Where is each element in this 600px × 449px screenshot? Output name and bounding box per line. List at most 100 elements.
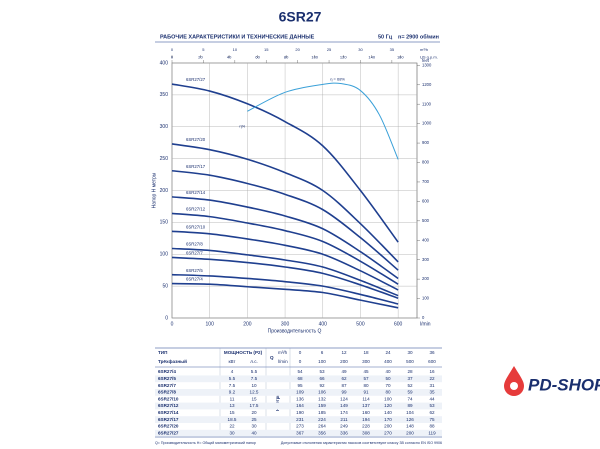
head-curve: [171, 256, 399, 299]
table-header: 24: [385, 350, 391, 355]
y-tick-label: 350: [160, 92, 169, 98]
x-tick-label: 400: [319, 321, 328, 327]
table-cell: 11: [230, 396, 235, 401]
table-cell: 6SR27/4: [158, 369, 176, 374]
table-cell: 6SR27/8: [158, 390, 176, 395]
table-cell: 270: [384, 430, 392, 435]
y2-tick-label: 400: [422, 237, 430, 242]
table-cell: 40: [385, 369, 391, 374]
table-cell: 87: [341, 383, 347, 388]
table-cell: 53: [319, 369, 325, 374]
head-curve: [171, 247, 399, 297]
head-curve: [171, 143, 399, 263]
table-cell: 336: [340, 430, 348, 435]
table-cell: 264: [318, 424, 326, 429]
x-unit: l/min: [420, 321, 431, 327]
curve-label: 6SR27/10: [186, 224, 206, 229]
table-row-shade: [155, 402, 442, 410]
table-cell: 28: [407, 369, 413, 374]
table-cell: 13: [229, 403, 235, 408]
y2-tick-label: 900: [422, 140, 430, 145]
y-tick-label: 0: [165, 315, 168, 321]
x2-unit: m³/h: [420, 47, 428, 52]
table-cell: 20: [251, 410, 257, 415]
table-cell: 104: [406, 410, 414, 415]
x-tick-label: 600: [394, 321, 403, 327]
table-cell: 88: [429, 424, 435, 429]
table-cell: 224: [318, 417, 326, 422]
y-tick-label: 100: [160, 252, 169, 258]
table-cell: 367: [296, 430, 304, 435]
table-cell: 53: [429, 403, 435, 408]
table-cell: 149: [340, 403, 348, 408]
table-cell: 22: [429, 376, 435, 381]
table-cell: 75: [429, 417, 435, 422]
table-cell: 106: [318, 390, 326, 395]
x3-tick-label: 80: [284, 55, 289, 60]
table-cell: 70: [385, 383, 391, 388]
table-row-shade: [155, 416, 442, 423]
x2-tick-label: 30: [358, 47, 363, 52]
curve-label: 6SR27/12: [186, 207, 206, 212]
x-tick-label: 100: [206, 321, 215, 327]
y2-tick-label: 500: [422, 218, 430, 223]
table-cell: 148: [406, 424, 414, 429]
table-row-shade: [155, 375, 442, 383]
y2-tick-label: 1000: [422, 121, 432, 126]
table-row-shade: [155, 429, 442, 437]
table-header: 100: [318, 359, 326, 364]
table-cell: 30: [251, 424, 257, 429]
table-cell: 7.5: [251, 376, 258, 381]
table-cell: 124: [340, 396, 348, 401]
table-cell: 308: [362, 430, 370, 435]
y2-tick-label: 300: [422, 257, 430, 262]
table-cell: 89: [407, 403, 413, 408]
table-cell: 52: [407, 383, 413, 388]
table-cell: 18.5: [228, 417, 237, 422]
logo: PD-SHOP: [504, 366, 600, 396]
table-cell: 6SR27/7: [158, 383, 176, 388]
table-header: л.с.: [250, 359, 258, 364]
x-tick-label: 500: [356, 321, 365, 327]
table-cell: 35: [429, 390, 435, 395]
table-cell: 231: [296, 417, 304, 422]
table-cell: 10: [251, 383, 257, 388]
x3-tick-label: 140: [368, 55, 375, 60]
table-header: Трёхфазный: [158, 358, 187, 364]
table-header: 12: [341, 350, 347, 355]
table-cell: 99: [341, 390, 347, 395]
y-tick-label: 250: [160, 156, 169, 162]
y2-tick-label: 600: [422, 198, 430, 203]
y2-tick-label: 1200: [422, 82, 432, 87]
table-cell: 126: [406, 417, 414, 422]
table-cell: 30: [229, 430, 235, 435]
table-cell: 16: [429, 369, 435, 374]
efficiency-curve: [247, 82, 399, 160]
table-header: МОЩНОСТЬ (P2): [224, 350, 263, 355]
table-cell: 15: [229, 410, 235, 415]
title: 6SR27: [279, 9, 322, 25]
head-curve: [171, 230, 399, 291]
y2-tick-label: 1300: [422, 62, 432, 67]
table-cell: 57: [363, 376, 369, 381]
x3-tick-label: 60: [255, 55, 260, 60]
x-axis-label: Производительность Q: [268, 328, 322, 334]
x2-tick-label: 10: [233, 47, 238, 52]
x3-unit: US g.p.m.: [420, 55, 438, 60]
curve-label: 6SR27/4: [186, 277, 203, 282]
table-cell: 159: [318, 403, 326, 408]
frequency: 50 Гц: [378, 34, 393, 40]
x2-tick-label: 5: [202, 47, 205, 52]
x3-tick-label: 160: [397, 55, 404, 60]
x-tick-label: 300: [281, 321, 290, 327]
head-curve: [171, 212, 399, 285]
table-cell: 9.2: [229, 390, 236, 395]
table-header: 200: [340, 359, 348, 364]
x-tick-label: 0: [171, 321, 174, 327]
curve-label: 6SR27/14: [186, 190, 206, 195]
table-header: 36: [429, 350, 435, 355]
y-tick-label: 50: [162, 283, 168, 289]
table-cell: 59: [407, 390, 413, 395]
table-cell: 49: [341, 369, 347, 374]
